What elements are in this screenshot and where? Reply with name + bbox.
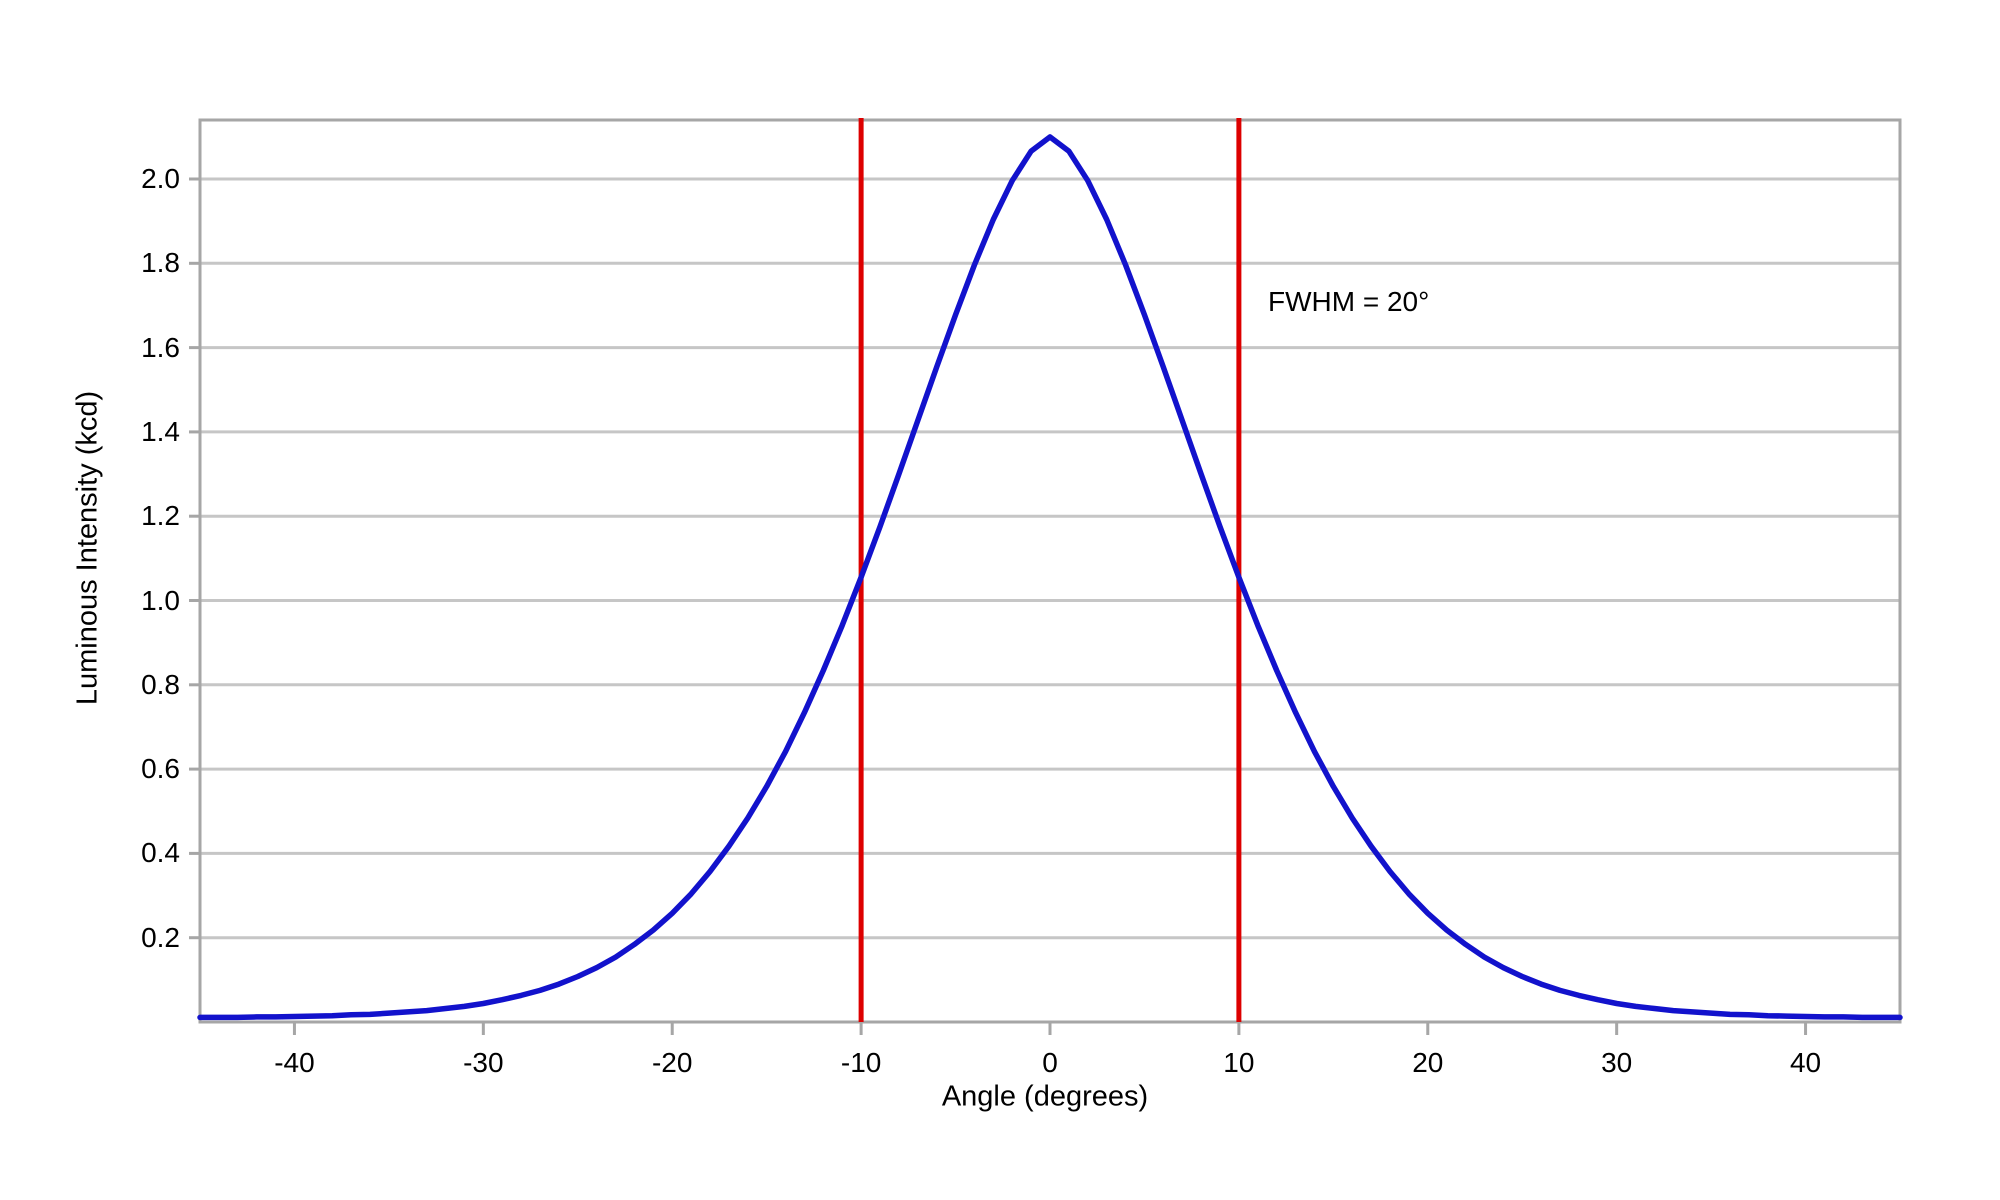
plot-border [198, 118, 1902, 1024]
intensity-curve [197, 134, 1903, 1021]
